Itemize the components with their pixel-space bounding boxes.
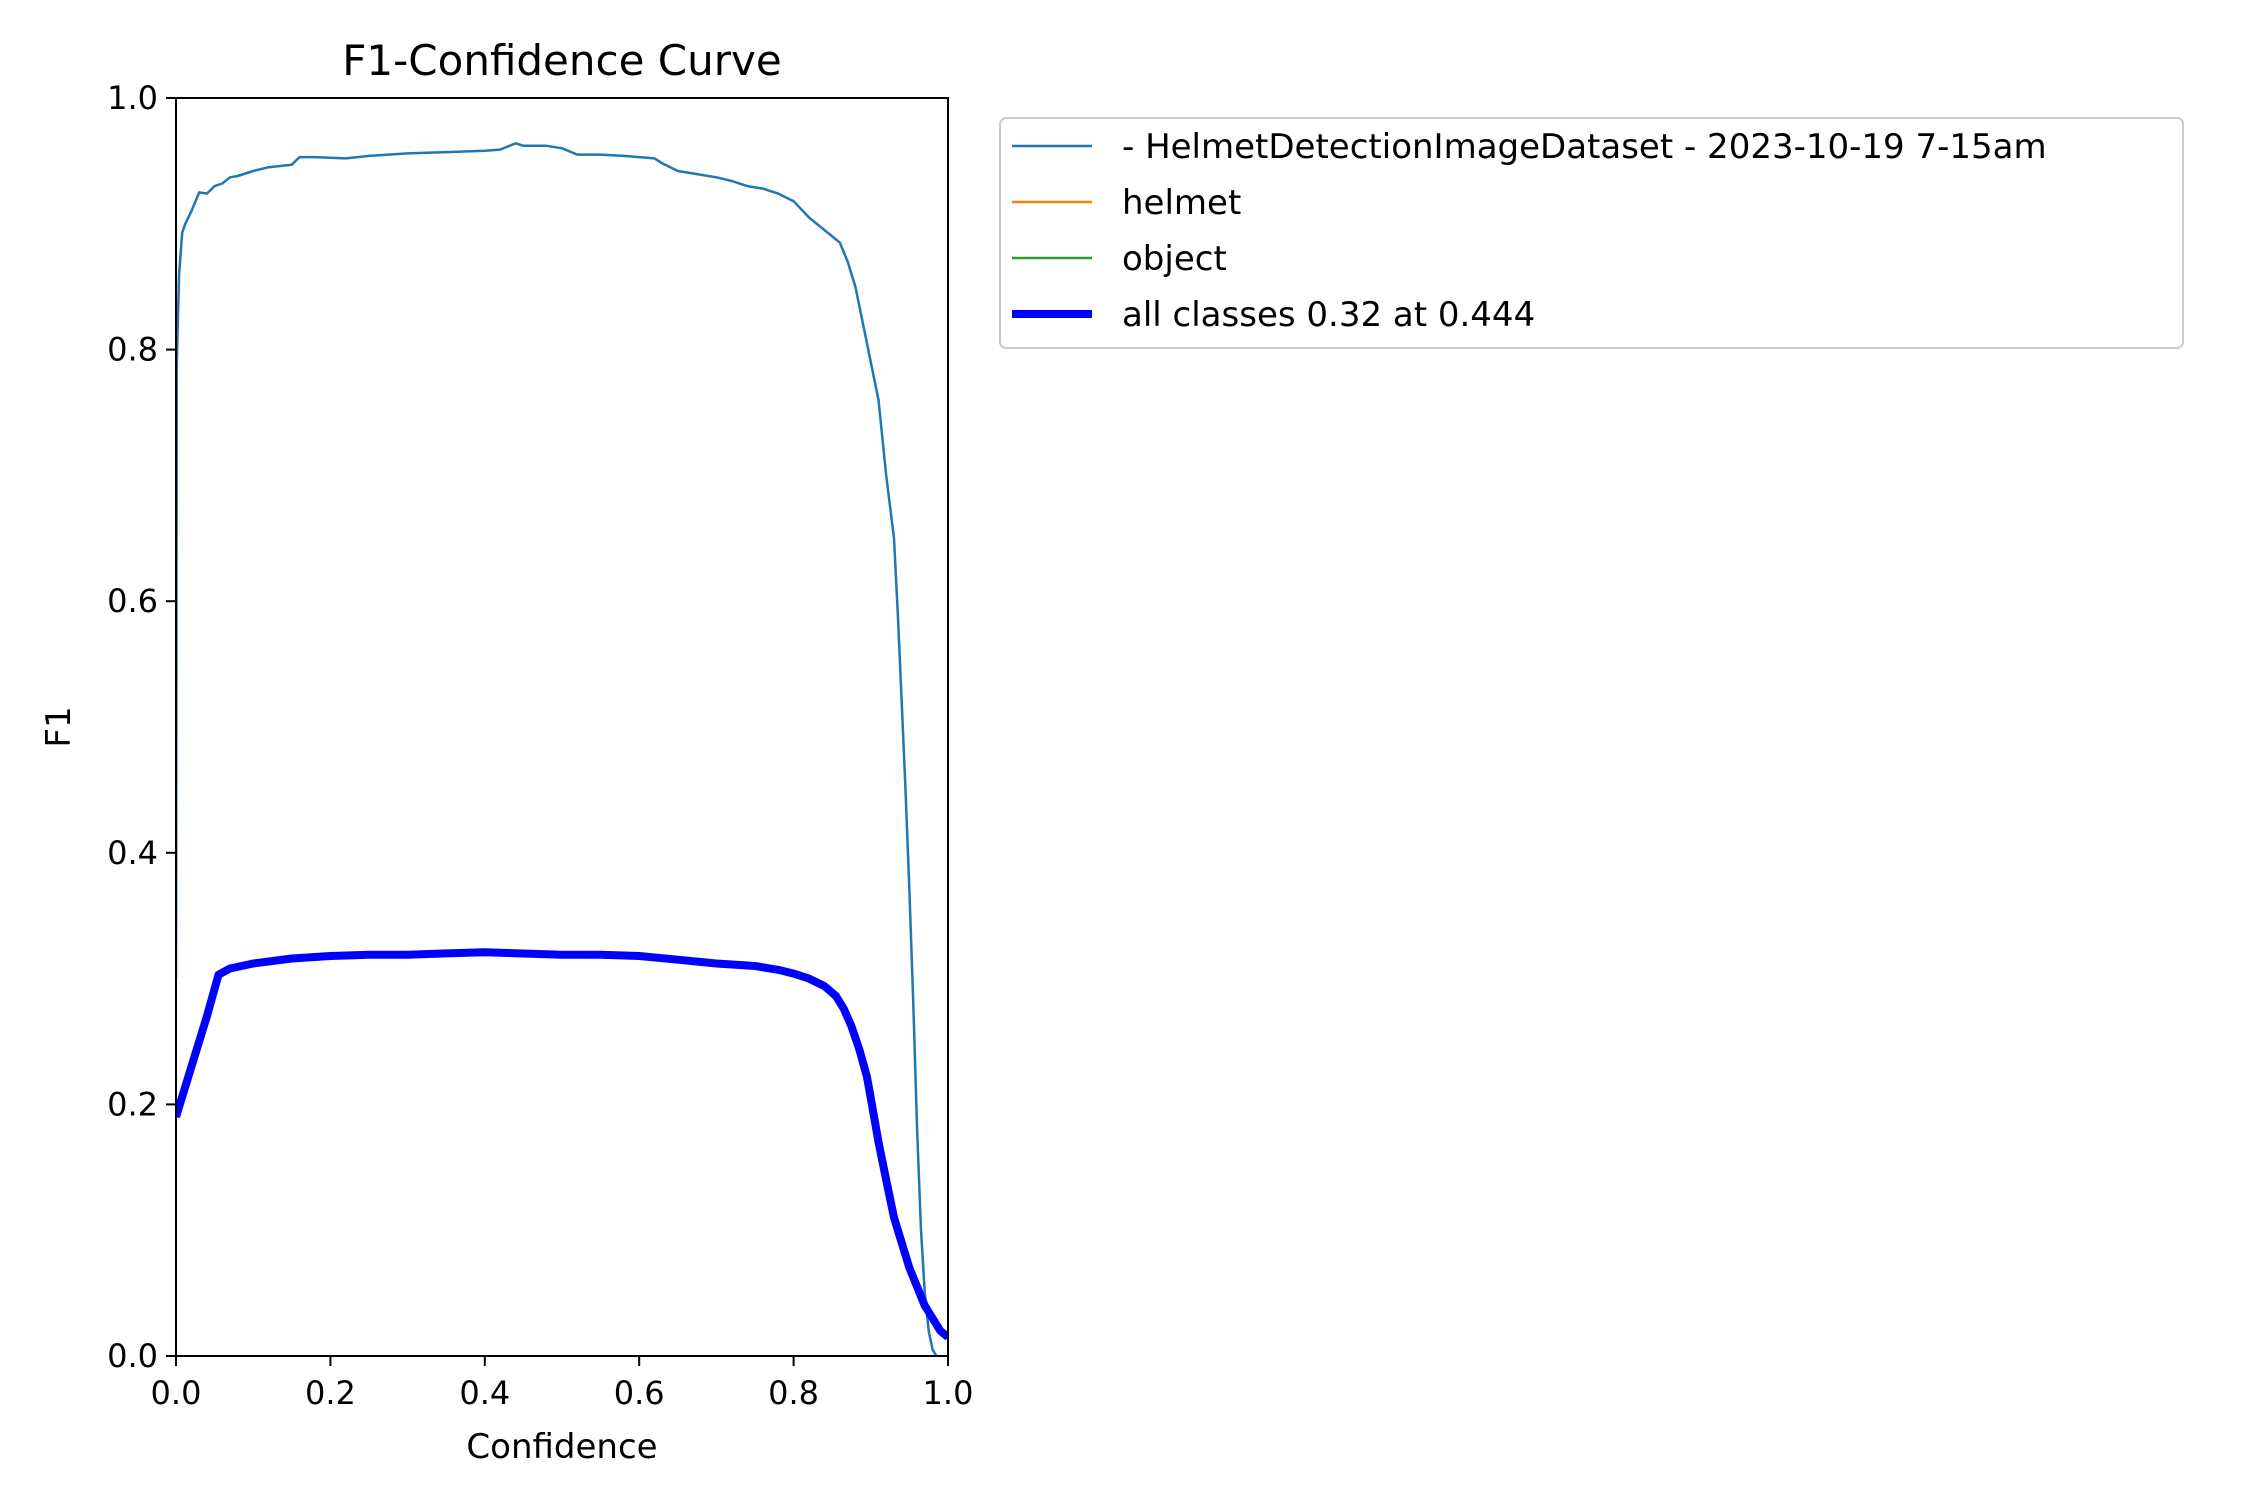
x-axis-label: Confidence: [466, 1427, 657, 1467]
series-line-0: [176, 142, 938, 1356]
x-tick-label: 0.0: [151, 1374, 202, 1412]
plot-area: [176, 142, 948, 1356]
legend-items: - HelmetDetectionImageDataset - 2023-10-…: [1012, 127, 2047, 335]
y-tick-label: 0.8: [107, 331, 158, 369]
legend: - HelmetDetectionImageDataset - 2023-10-…: [999, 117, 2184, 349]
axes-frame: [175, 97, 949, 1357]
series-line-3: [176, 948, 948, 1341]
y-tick-label: 0.2: [107, 1085, 158, 1123]
x-tick-label: 0.8: [768, 1374, 819, 1412]
y-axis-label: F1: [39, 706, 79, 747]
legend-label: all classes 0.32 at 0.444: [1122, 295, 1535, 335]
x-tick-label: 0.6: [614, 1374, 665, 1412]
y-tick-label: 0.0: [107, 1337, 158, 1375]
x-tick-label: 0.4: [459, 1374, 510, 1412]
chart-title: F1-Confidence Curve: [342, 36, 781, 85]
legend-label: helmet: [1122, 183, 1241, 223]
x-axis-ticks: 0.0 0.2 0.4 0.6 0.8 1.0: [151, 1356, 974, 1412]
legend-label: object: [1122, 239, 1227, 279]
y-tick-label: 0.4: [107, 834, 158, 872]
x-tick-label: 0.2: [305, 1374, 356, 1412]
y-tick-label: 0.6: [107, 582, 158, 620]
x-tick-label: 1.0: [923, 1374, 974, 1412]
y-axis-ticks: 0.0 0.2 0.4 0.6 0.8 1.0: [107, 79, 176, 1375]
legend-box: [999, 117, 2184, 349]
y-tick-label: 1.0: [107, 79, 158, 117]
legend-label: - HelmetDetectionImageDataset - 2023-10-…: [1122, 127, 2047, 167]
